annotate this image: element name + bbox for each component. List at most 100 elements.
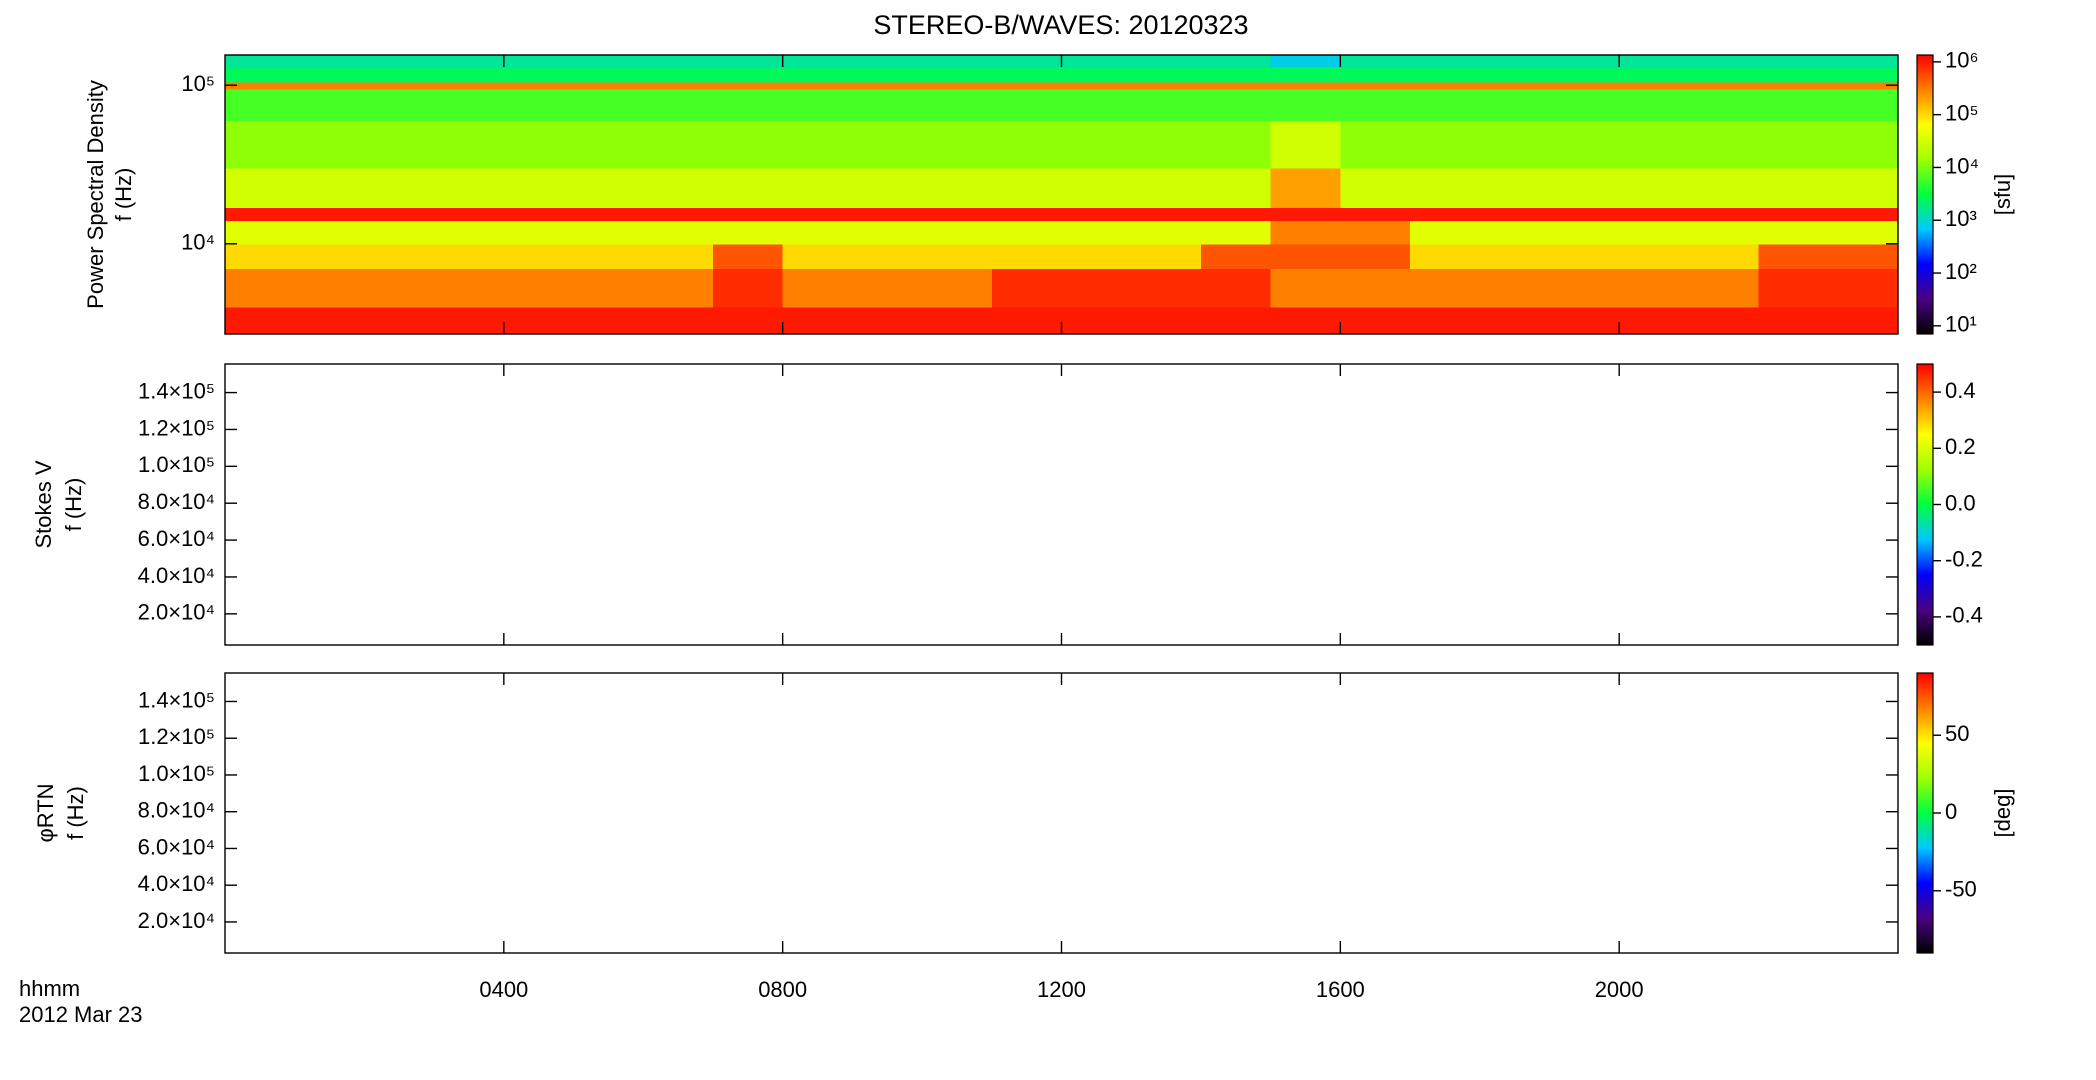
heatmap-cell (573, 67, 644, 83)
heatmap-cell (364, 306, 435, 335)
y-tick-label: 2.0×10⁴ (138, 908, 215, 933)
heatmap-cell (1479, 306, 1551, 335)
heatmap-cell (1340, 243, 1411, 269)
heatmap-cell (1758, 88, 1829, 121)
heatmap-cell (1340, 120, 1411, 169)
x-tick-label: 1600 (1316, 977, 1365, 1002)
heatmap-cell (643, 207, 714, 222)
heatmap-cell (991, 207, 1063, 222)
heatmap-cell (573, 168, 644, 208)
heatmap-cell (1758, 81, 1829, 90)
heatmap-cell (294, 306, 366, 335)
heatmap-cell (1688, 67, 1760, 83)
heatmap-cell (225, 120, 296, 169)
heatmap-cell (225, 243, 296, 269)
heatmap-cell (782, 67, 853, 83)
heatmap-cell (1758, 120, 1829, 169)
heatmap-cell (643, 306, 714, 335)
heatmap-cell (1200, 268, 1272, 308)
y-axis-label: f (Hz) (111, 168, 136, 222)
heatmap-cell (1340, 81, 1411, 90)
heatmap-cell (1688, 268, 1760, 308)
heatmap-cell (573, 243, 644, 269)
heatmap-cell (1200, 81, 1272, 90)
heatmap-cell (782, 268, 853, 308)
colorbar-tick-label: -0.2 (1945, 547, 1983, 572)
heatmap-cell (1061, 168, 1132, 208)
heatmap-cell (1758, 306, 1829, 335)
y-tick-label: 1.4×10⁵ (138, 378, 215, 403)
colorbar-tick-label: 50 (1945, 721, 1969, 746)
heatmap-cell (1828, 220, 1899, 245)
heatmap-cell (1828, 120, 1899, 169)
heatmap-cell (364, 67, 435, 83)
y-tick-label: 1.0×10⁵ (138, 452, 215, 477)
heatmap-cell (1410, 306, 1481, 335)
heatmap-cell (1340, 306, 1411, 335)
heatmap-cell (503, 81, 575, 90)
heatmap-cell (364, 81, 435, 90)
heatmap-cell (1340, 55, 1411, 68)
plot-background (225, 364, 1898, 645)
heatmap-cell (1200, 67, 1272, 83)
heatmap-cell (1758, 243, 1829, 269)
heatmap-cell (782, 207, 853, 222)
heatmap-cell (294, 168, 366, 208)
heatmap-cell (225, 81, 296, 90)
heatmap-cell (503, 168, 575, 208)
heatmap-cell (1410, 81, 1481, 90)
heatmap-cell (1061, 88, 1132, 121)
heatmap-cell (1758, 168, 1829, 208)
heatmap-cell (1549, 67, 1620, 83)
heatmap-cell (1340, 88, 1411, 121)
colorbar-tick-label: 0.2 (1945, 434, 1976, 459)
heatmap-cell (294, 67, 366, 83)
heatmap-cell (503, 88, 575, 121)
heatmap-cell (1549, 243, 1620, 269)
heatmap-cell (1758, 67, 1829, 83)
heatmap-cell (782, 120, 853, 169)
heatmap-cell (991, 306, 1063, 335)
heatmap-cell (1688, 55, 1760, 68)
y-tick-label: 1.4×10⁵ (138, 687, 215, 712)
heatmap-cell (225, 88, 296, 121)
y-tick-label: 6.0×10⁴ (138, 526, 215, 551)
heatmap-cell (712, 207, 784, 222)
plot-background (225, 673, 1898, 953)
y-axis-label: f (Hz) (63, 786, 88, 840)
heatmap-cell (643, 220, 714, 245)
colorbar (1916, 54, 1934, 335)
heatmap-cell (1410, 168, 1481, 208)
heatmap-cell (503, 55, 575, 68)
heatmap-cell (782, 88, 853, 121)
heatmap-cell (922, 306, 993, 335)
heatmap-cell (1131, 268, 1202, 308)
heatmap-cell (643, 67, 714, 83)
heatmap-cell (573, 120, 644, 169)
heatmap-cell (1131, 306, 1202, 335)
heatmap-cell (1688, 207, 1760, 222)
heatmap-cell (1758, 55, 1829, 68)
heatmap-cell (1061, 55, 1132, 68)
heatmap-cell (1549, 120, 1620, 169)
heatmap-cell (643, 120, 714, 169)
heatmap-cell (852, 243, 923, 269)
heatmap-cell (1200, 243, 1272, 269)
heatmap-cell (434, 243, 505, 269)
heatmap-cell (294, 207, 366, 222)
heatmap-cell (922, 243, 993, 269)
heatmap-cell (712, 120, 784, 169)
heatmap-cell (1758, 207, 1829, 222)
heatmap-cell (364, 55, 435, 68)
heatmap-cell (1200, 306, 1272, 335)
heatmap-cell (782, 306, 853, 335)
heatmap-cell (573, 88, 644, 121)
heatmap-cell (1200, 207, 1272, 222)
heatmap-cell (434, 220, 505, 245)
heatmap-cell (852, 268, 923, 308)
heatmap-cell (991, 168, 1063, 208)
heatmap-cell (1619, 168, 1690, 208)
heatmap-cell (364, 88, 435, 121)
heatmap-cell (1340, 220, 1411, 245)
heatmap-cell (503, 67, 575, 83)
